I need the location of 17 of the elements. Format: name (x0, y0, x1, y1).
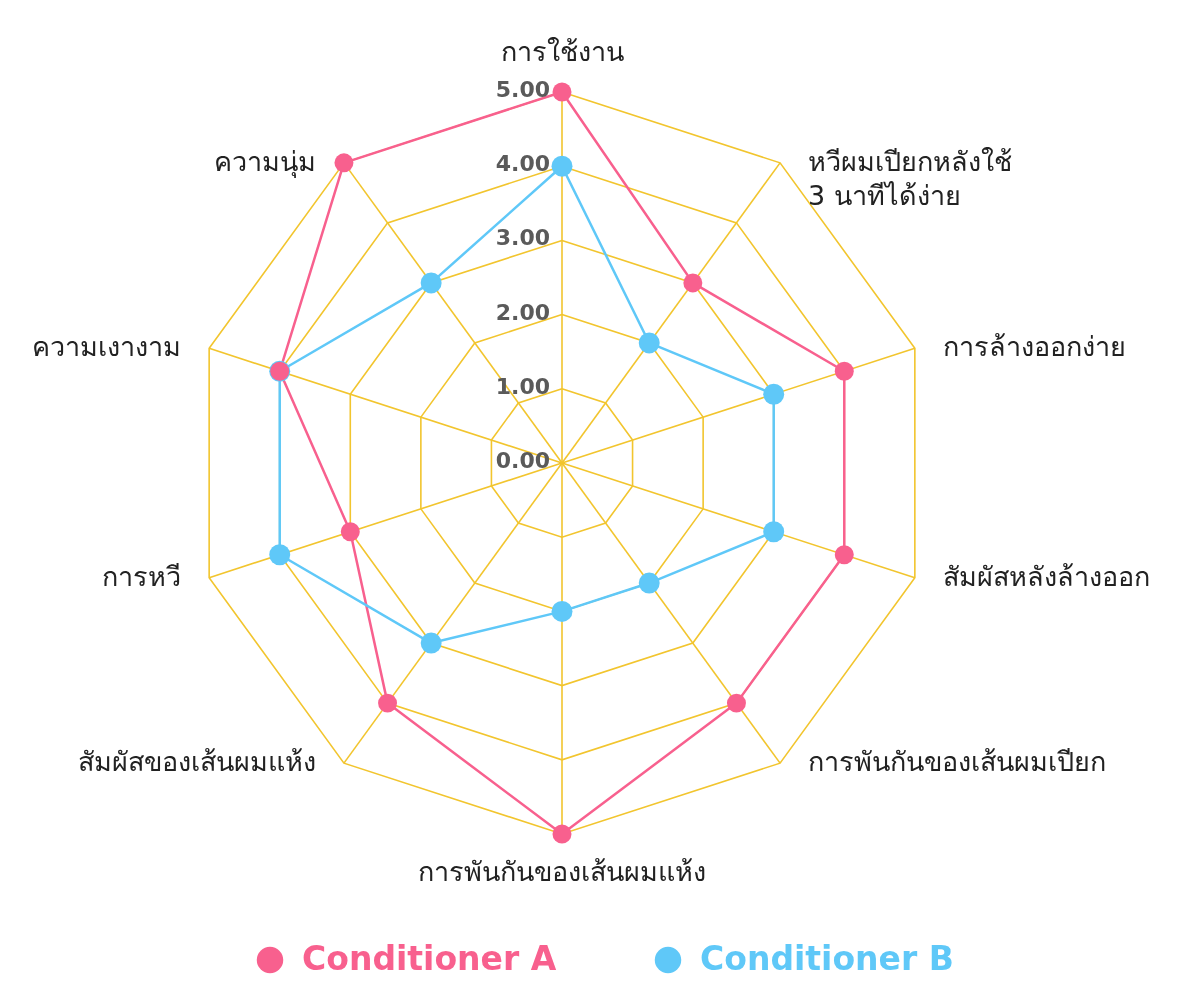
spoke-label: ความนุ่ม (213, 145, 316, 179)
spoke-label: สัมผัสของเส้นผมแห้ง (77, 746, 316, 778)
spoke-label: ความเงางาม (32, 331, 182, 363)
y-tick-label: 4.00 (495, 151, 550, 177)
spoke-label: สัมผัสหลังล้างออก (942, 560, 1150, 592)
spoke-label: การพันกันของเส้นผมเปียก (808, 746, 1107, 778)
spoke-label: หวีผมเปียกหลังใช้ 3 นาทีได้ง่าย (808, 145, 1013, 211)
y-tick-label: 2.00 (495, 299, 550, 325)
y-tick-label: 0.00 (495, 448, 550, 473)
spoke-label: การล้างออกง่าย (942, 331, 1126, 363)
legend-label: Conditioner B (700, 939, 954, 978)
spoke-label: การพันกันของเส้นผมแห้ง (418, 856, 706, 888)
y-tick-label: 3.00 (495, 225, 550, 251)
spoke-label: การหวี (102, 560, 182, 592)
legend-label: Conditioner A (302, 939, 557, 978)
y-tick-label: 5.00 (495, 77, 550, 102)
spoke-label: การใช้งาน (500, 35, 624, 67)
